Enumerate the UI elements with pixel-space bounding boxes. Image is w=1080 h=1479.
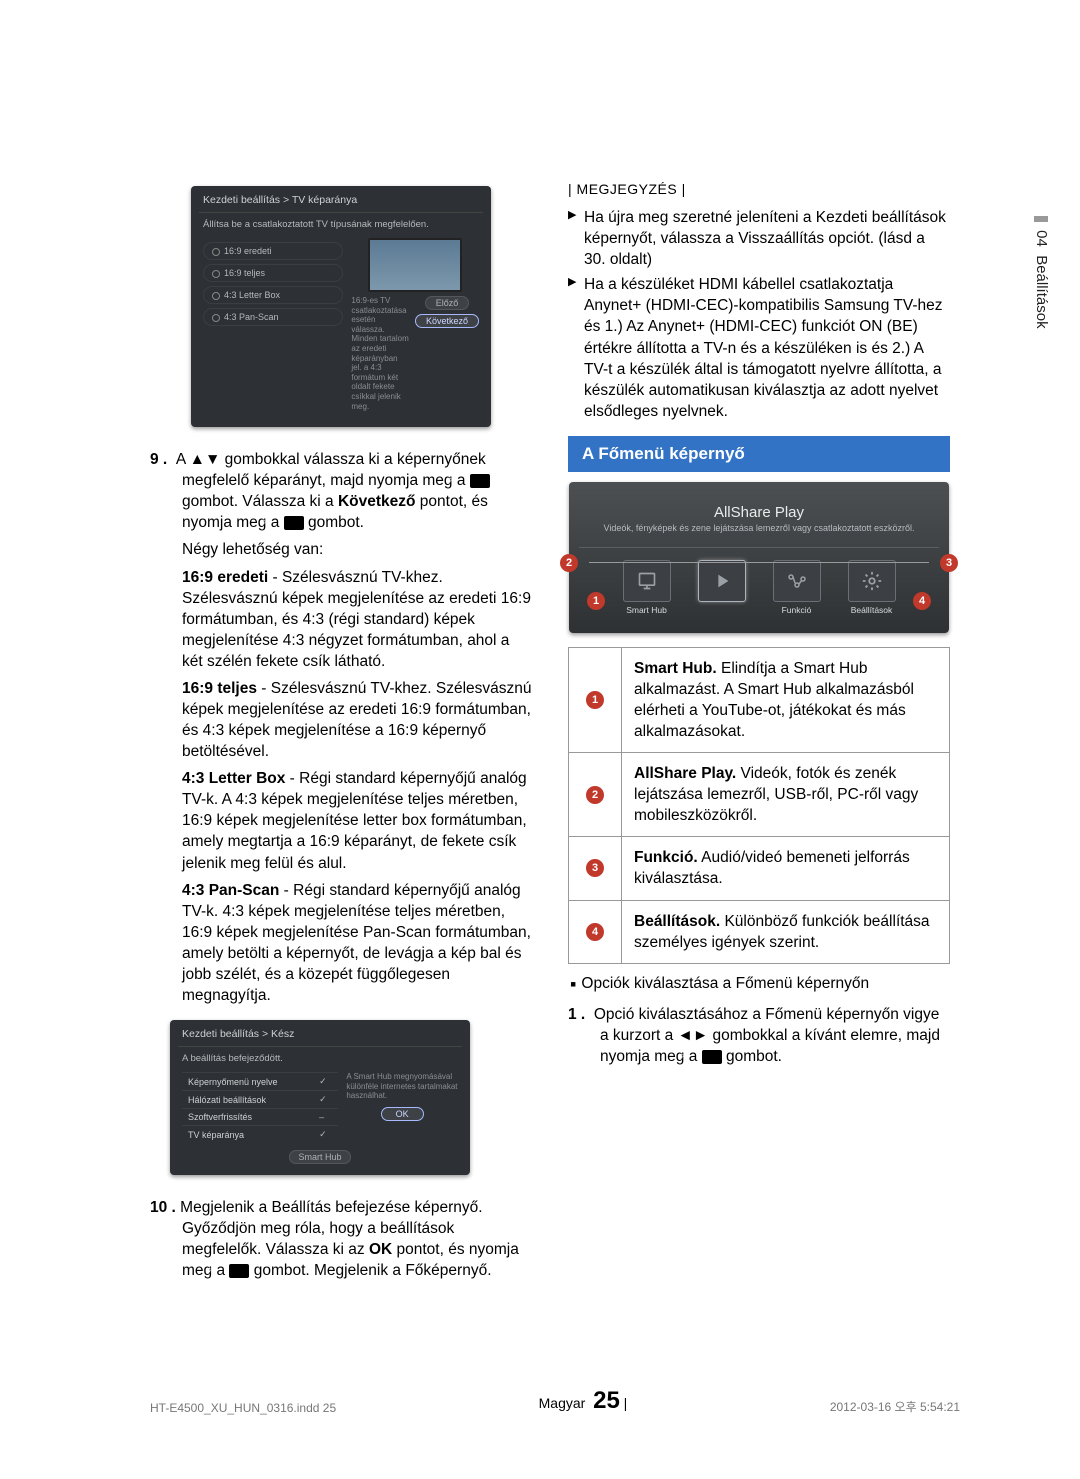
screenshot-tv-aspect: Kezdeti beállítás > TV képaránya Állítsa… <box>191 186 491 427</box>
breadcrumb: Kezdeti beállítás > TV képaránya <box>191 186 491 210</box>
callout-4: 4 <box>913 592 931 610</box>
note-item: Ha a készüléket HDMI kábellel csatlakozt… <box>568 274 950 422</box>
summary-table: Képernyőmenü nyelve✓ Hálózati beállításo… <box>182 1072 338 1143</box>
chapter-num: 04 <box>1033 230 1050 247</box>
page-footer: HT-E4500_XU_HUN_0316.indd 25 Magyar 25 |… <box>0 1347 1080 1439</box>
notes: Ha újra meg szeretné jeleníteni a Kezdet… <box>568 207 950 422</box>
aspect-desc: 16:9-es TV csatlakoztatása esetén válass… <box>351 296 409 411</box>
aspect-opt[interactable]: 4:3 Pan-Scan <box>203 308 343 326</box>
function-icon[interactable] <box>773 560 821 602</box>
allshare-icon[interactable] <box>698 560 746 602</box>
enter-icon: ⏎ <box>284 516 304 530</box>
ratio-43-panscan: 4:3 Pan-Scan - Régi standard képernyőjű … <box>182 880 532 1006</box>
breadcrumb: Kezdeti beállítás > Kész <box>170 1020 470 1044</box>
aspect-opt[interactable]: 16:9 eredeti <box>203 242 343 260</box>
ratio-43-letterbox: 4:3 Letter Box - Régi standard képernyőj… <box>182 768 532 873</box>
home-title: AllShare Play <box>579 504 939 521</box>
step-9: 9 . A ▲▼ gombokkal válassza ki a képerny… <box>182 449 532 533</box>
screenshot-complete: Kezdeti beállítás > Kész A beállítás bef… <box>170 1020 470 1175</box>
ratio-169-full: 16:9 teljes - Szélesvásznú TV-khez. Szél… <box>182 678 532 762</box>
tv-preview <box>368 238 462 292</box>
callout-1: 1 <box>587 592 605 610</box>
scr1-msg: Állítsa be a csatlakoztatott TV típusána… <box>191 215 491 234</box>
timestamp: 2012-03-16 오후 5:54:21 <box>830 1398 960 1415</box>
next-button[interactable]: Következő <box>415 314 479 328</box>
ratio-169-orig: 16:9 eredeti - Szélesvásznú TV-khez. Szé… <box>182 567 532 672</box>
aspect-opt[interactable]: 16:9 teljes <box>203 264 343 282</box>
home-sub: Videók, fényképek és zene lejátszása lem… <box>579 523 939 533</box>
ok-button[interactable]: OK <box>381 1107 424 1121</box>
enter-icon: ⏎ <box>470 474 490 488</box>
callout-2: 2 <box>560 554 578 572</box>
enter-icon: ⏎ <box>229 1264 249 1278</box>
chapter-label: Beállítások <box>1033 255 1050 328</box>
scr2-side: A Smart Hub megnyomásával különféle inte… <box>346 1072 458 1101</box>
step-r1: 1 . Opció kiválasztásához a Főmenü képer… <box>600 1004 950 1067</box>
note-header: | MEGJEGYZÉS | <box>568 180 950 199</box>
home-screenshot: AllShare Play Videók, fényképek és zene … <box>569 482 949 633</box>
smarthub-icon[interactable] <box>623 560 671 602</box>
legend-table: 1Smart Hub. Elindítja a Smart Hub alkalm… <box>568 647 950 964</box>
aspect-opt[interactable]: 4:3 Letter Box <box>203 286 343 304</box>
step9-sub: Négy lehetőség van: <box>182 539 532 560</box>
subhead: Opciók kiválasztása a Főmenü képernyőn <box>570 972 950 996</box>
settings-icon[interactable] <box>848 560 896 602</box>
source-file: HT-E4500_XU_HUN_0316.indd 25 <box>150 1401 336 1415</box>
enter-icon: ⏎ <box>702 1050 722 1064</box>
prev-button[interactable]: Előző <box>425 296 470 310</box>
section-header: A Főmenü képernyő <box>568 436 950 472</box>
callout-3: 3 <box>940 554 958 572</box>
step-10: 10 . Megjelenik a Beállítás befejezése k… <box>182 1197 532 1281</box>
scr2-msg: A beállítás befejeződött. <box>170 1049 470 1068</box>
smarthub-button[interactable]: Smart Hub <box>289 1150 350 1164</box>
note-item: Ha újra meg szeretné jeleníteni a Kezdet… <box>568 207 950 270</box>
side-tab: 04 Beállítások <box>1032 216 1050 329</box>
